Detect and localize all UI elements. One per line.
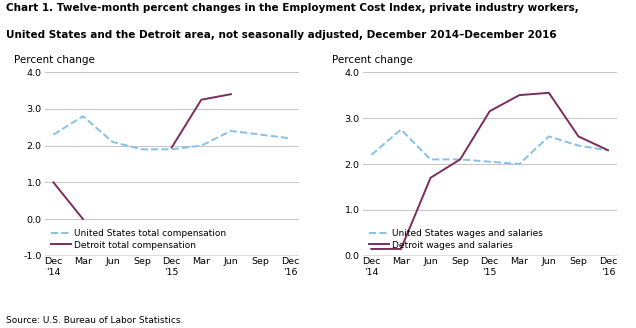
Text: Source: U.S. Bureau of Labor Statistics.: Source: U.S. Bureau of Labor Statistics.	[6, 316, 184, 325]
Legend: United States wages and salaries, Detroit wages and salaries: United States wages and salaries, Detroi…	[367, 227, 545, 251]
Line: Detroit wages and salaries: Detroit wages and salaries	[371, 93, 608, 249]
Detroit total compensation	[168, 146, 176, 150]
United States total compensation	[227, 129, 235, 133]
United States wages and salaries	[427, 157, 434, 161]
Detroit total compensation	[198, 98, 205, 102]
Text: Chart 1. Twelve-month percent changes in the Employment Cost Index, private indu: Chart 1. Twelve-month percent changes in…	[6, 3, 579, 13]
Detroit wages and salaries	[427, 176, 434, 180]
Text: Percent change: Percent change	[332, 55, 413, 65]
United States wages and salaries	[368, 153, 375, 157]
Text: Percent change: Percent change	[14, 55, 95, 65]
United States total compensation	[50, 133, 57, 136]
Detroit wages and salaries	[486, 109, 494, 113]
Detroit wages and salaries	[575, 134, 583, 138]
Detroit wages and salaries	[368, 247, 375, 251]
Line: United States wages and salaries: United States wages and salaries	[371, 130, 608, 164]
United States wages and salaries	[486, 160, 494, 164]
Line: Detroit total compensation: Detroit total compensation	[53, 94, 290, 219]
United States wages and salaries	[516, 162, 523, 166]
United States total compensation	[109, 140, 116, 144]
United States wages and salaries	[397, 128, 404, 132]
Detroit wages and salaries	[516, 93, 523, 97]
United States total compensation	[286, 136, 294, 140]
Detroit wages and salaries	[545, 91, 553, 95]
United States wages and salaries	[575, 144, 583, 148]
Text: United States and the Detroit area, not seasonally adjusted, December 2014–Decem: United States and the Detroit area, not …	[6, 30, 557, 39]
Detroit total compensation	[79, 217, 86, 221]
United States wages and salaries	[456, 157, 464, 161]
United States total compensation	[168, 147, 176, 151]
Detroit wages and salaries	[604, 148, 612, 152]
United States total compensation	[138, 147, 146, 151]
Line: United States total compensation: United States total compensation	[53, 116, 290, 149]
Detroit total compensation	[286, 151, 294, 155]
Detroit wages and salaries	[397, 247, 404, 251]
United States total compensation	[257, 133, 265, 136]
Detroit total compensation	[50, 180, 57, 184]
United States wages and salaries	[545, 134, 553, 138]
Detroit total compensation	[227, 92, 235, 96]
Legend: United States total compensation, Detroit total compensation: United States total compensation, Detroi…	[49, 227, 228, 251]
Detroit wages and salaries	[456, 157, 464, 161]
United States total compensation	[198, 144, 205, 148]
United States total compensation	[79, 114, 86, 118]
United States wages and salaries	[604, 148, 612, 152]
